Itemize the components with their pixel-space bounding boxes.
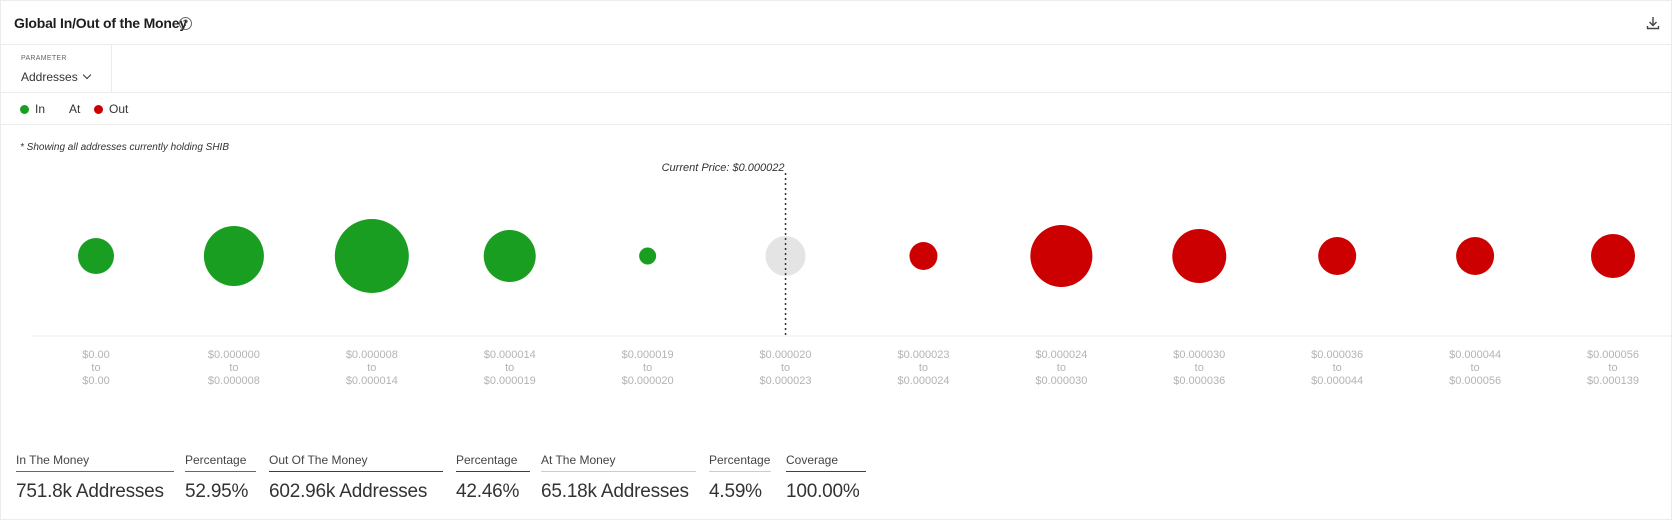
stat-value: 52.95%: [185, 481, 249, 502]
tick-label: $0.000023: [760, 375, 812, 387]
bubble-out[interactable]: [1318, 237, 1357, 275]
parameter-value: Addresses: [21, 70, 78, 84]
tick-label: $0.000139: [1587, 375, 1639, 387]
bubble-in[interactable]: [639, 247, 657, 265]
tick-label: to: [1057, 362, 1066, 374]
bubble-in[interactable]: [78, 238, 114, 274]
stat-value: 65.18k Addresses: [541, 481, 689, 502]
tick-label: $0.000024: [897, 375, 949, 387]
stat-value: 100.00%: [786, 481, 860, 502]
tick-label: $0.000023: [897, 349, 949, 361]
current-price-label: Current Price: $0.000022: [662, 162, 785, 174]
bubble-out[interactable]: [1456, 237, 1495, 275]
tick-label: $0.000008: [208, 375, 260, 387]
stat-coverage: Coverage 100.00%: [786, 453, 866, 503]
bubble-out[interactable]: [909, 242, 938, 270]
parameter-label: PARAMETER: [21, 55, 67, 62]
tick-label: $0.000056: [1587, 349, 1639, 361]
tick-label: $0.000044: [1311, 375, 1363, 387]
legend-item-in[interactable]: In: [20, 102, 45, 116]
bubble-out[interactable]: [1591, 234, 1635, 278]
help-icon[interactable]: ?: [179, 17, 192, 30]
tick-label: $0.000008: [346, 349, 398, 361]
tick-label: to: [91, 362, 100, 374]
tick-label: to: [505, 362, 514, 374]
stat-label: At The Money: [541, 453, 696, 472]
parameter-box: PARAMETER Addresses: [1, 45, 112, 93]
stat-out-percentage: Percentage 42.46%: [456, 453, 530, 503]
bubble-at[interactable]: [765, 236, 806, 276]
legend-dot-in: [20, 104, 29, 114]
stat-label: Percentage: [709, 453, 771, 472]
legend-item-at[interactable]: At: [69, 102, 80, 116]
legend: In At Out: [1, 93, 1672, 125]
stat-label: Coverage: [786, 453, 866, 472]
legend-item-out[interactable]: Out: [94, 102, 128, 116]
tick-label: to: [229, 362, 238, 374]
stat-value: 602.96k Addresses: [269, 481, 428, 502]
tick-label: $0.000030: [1173, 349, 1225, 361]
legend-label-in: In: [35, 102, 46, 116]
stat-in-percentage: Percentage 52.95%: [185, 453, 256, 503]
tick-label: to: [781, 362, 790, 374]
stat-label: Out Of The Money: [269, 453, 443, 472]
tick-label: to: [1195, 362, 1204, 374]
panel-title: Global In/Out of the Money: [14, 15, 187, 31]
tick-label: $0.000014: [346, 375, 398, 387]
download-icon[interactable]: [1645, 15, 1661, 31]
parameter-row: PARAMETER Addresses: [1, 45, 1672, 93]
bubble-chart: $0.00to$0.00$0.000000to$0.000008$0.00000…: [31, 162, 1672, 387]
stat-value: 751.8k Addresses: [16, 481, 164, 502]
legend-label-at: At: [69, 102, 81, 116]
tick-label: to: [367, 362, 376, 374]
tick-label: $0.000000: [208, 349, 260, 361]
panel-header: Global In/Out of the Money ?: [1, 1, 1672, 45]
stat-value: 4.59%: [709, 481, 762, 502]
tick-label: $0.000014: [484, 349, 536, 361]
tick-label: to: [643, 362, 652, 374]
stat-value: 42.46%: [456, 481, 520, 502]
tick-label: to: [1470, 362, 1479, 374]
bubble-out[interactable]: [1030, 225, 1093, 287]
stat-at-the-money: At The Money 65.18k Addresses: [541, 453, 696, 503]
parameter-select[interactable]: Addresses: [21, 70, 91, 84]
legend-label-out: Out: [109, 102, 129, 116]
tick-label: $0.000056: [1449, 375, 1501, 387]
holding-note: * Showing all addresses currently holdin…: [20, 142, 229, 153]
stat-label: Percentage: [456, 453, 530, 472]
tick-label: $0.000019: [622, 349, 674, 361]
stat-in-the-money: In The Money 751.8k Addresses: [16, 453, 174, 503]
stat-out-of-the-money: Out Of The Money 602.96k Addresses: [269, 453, 443, 503]
tick-label: to: [1608, 362, 1617, 374]
tick-label: $0.000024: [1035, 349, 1087, 361]
stat-label: In The Money: [16, 453, 174, 472]
bubble-in[interactable]: [483, 230, 536, 282]
tick-label: $0.000036: [1173, 375, 1225, 387]
tick-label: $0.000044: [1449, 349, 1501, 361]
tick-label: $0.00: [82, 349, 110, 361]
tick-label: $0.00: [82, 375, 110, 387]
legend-dot-out: [94, 104, 103, 114]
stat-label: Percentage: [185, 453, 256, 472]
chevron-down-icon: [82, 70, 91, 80]
bubble-out[interactable]: [1172, 229, 1227, 283]
tick-label: $0.000030: [1035, 375, 1087, 387]
tick-label: $0.000036: [1311, 349, 1363, 361]
tick-label: $0.000019: [484, 375, 536, 387]
stat-at-percentage: Percentage 4.59%: [709, 453, 771, 503]
bubble-in[interactable]: [334, 219, 409, 293]
tick-label: $0.000020: [760, 349, 812, 361]
tick-label: to: [1333, 362, 1342, 374]
tick-label: to: [919, 362, 928, 374]
bubble-in[interactable]: [203, 226, 264, 286]
tick-label: $0.000020: [622, 375, 674, 387]
